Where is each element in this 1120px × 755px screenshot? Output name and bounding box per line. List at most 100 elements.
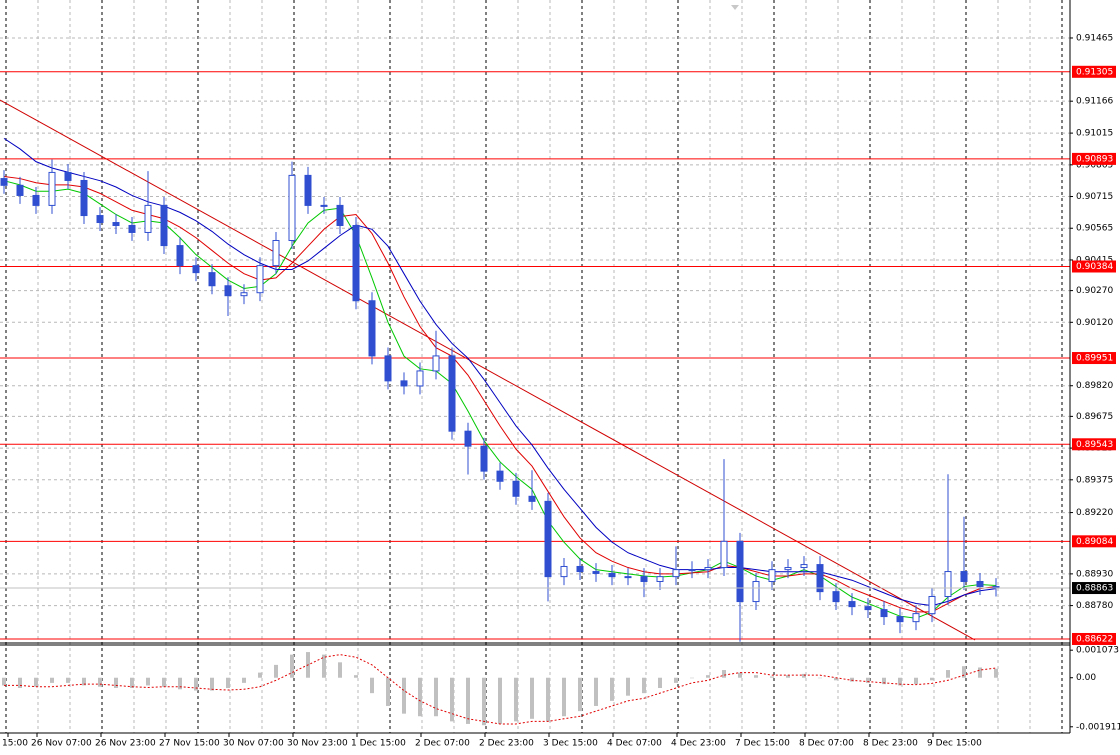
level-tag: 0.89084 [1072, 535, 1116, 548]
y-tick-label: 0.00 [1076, 673, 1096, 683]
osc-signal [4, 654, 997, 725]
x-tick-label: 9 Dec 15:00 [927, 739, 982, 749]
candle-body [560, 565, 568, 578]
y-tick-label: 0.89675 [1076, 412, 1113, 422]
candle-body [256, 265, 264, 294]
osc-bar [386, 677, 390, 706]
level-tag-box [1072, 152, 1116, 165]
candle-body [736, 540, 744, 603]
level-label: 0.91305 [1076, 67, 1113, 77]
candle-body [752, 580, 760, 603]
y-tick-label: 0.90270 [1076, 286, 1113, 296]
candle-body [320, 204, 328, 207]
candle-body [864, 606, 872, 611]
y-tick-label: 0.90565 [1076, 224, 1113, 234]
x-tick-label: 2 Dec 07:00 [415, 739, 470, 749]
candle-body [288, 174, 296, 241]
candle-body [640, 576, 648, 582]
osc-bar [162, 677, 166, 687]
candle-body [624, 576, 632, 579]
osc-bar [546, 677, 550, 722]
level-label: 0.88622 [1076, 634, 1113, 644]
y-tick-label: 0.88930 [1076, 569, 1113, 579]
osc-bar [434, 677, 438, 717]
osc-bar [242, 677, 246, 683]
candle-body [784, 567, 792, 571]
osc-bar [66, 677, 70, 683]
level-tag-box [1072, 352, 1116, 365]
candle-body [352, 224, 360, 302]
x-tick-label: 4 Dec 23:00 [671, 739, 726, 749]
osc-bar [706, 675, 710, 678]
candle-body [944, 571, 952, 597]
osc-bar [322, 654, 326, 678]
candle-body [224, 285, 232, 297]
candle-body [400, 380, 408, 387]
level-label: 0.89084 [1076, 537, 1113, 547]
x-tick-label: 27 Nov 15:00 [159, 739, 220, 749]
osc-bar [738, 672, 742, 678]
candle-body [656, 576, 664, 582]
candle-body [832, 591, 840, 603]
moving-average [3, 180, 997, 619]
candle-body [128, 224, 136, 233]
level-label: 0.89543 [1076, 440, 1113, 450]
osc-bar [338, 662, 342, 678]
x-tick-label: 15:00 [2, 739, 28, 749]
candle-body [160, 204, 168, 247]
osc-bar [130, 677, 134, 688]
osc-bar [418, 677, 422, 717]
level-label: 0.89951 [1076, 354, 1113, 364]
candle-body [384, 355, 392, 382]
osc-bar [978, 667, 982, 678]
osc-bar [2, 677, 6, 686]
level-tag-box [1072, 65, 1116, 78]
candle-body [80, 179, 88, 217]
candle-body [416, 370, 424, 387]
osc-bar [482, 677, 486, 726]
osc-bar [882, 677, 886, 685]
level-tag-box [1072, 260, 1116, 273]
y-tick-label: 0.91166 [1076, 97, 1113, 107]
candle-body [544, 500, 552, 578]
osc-bar [226, 677, 230, 688]
osc-bar [994, 668, 998, 678]
osc-bar [962, 666, 966, 678]
x-tick-label: 3 Dec 15:00 [543, 739, 598, 749]
candle-body [976, 580, 984, 588]
candle-body [816, 564, 824, 593]
candle-body [848, 601, 856, 608]
y-tick-label: 0.89820 [1076, 381, 1113, 391]
osc-bar [610, 677, 614, 701]
level-tag: 0.90384 [1072, 260, 1116, 273]
candle-body [64, 171, 72, 181]
candle-body [592, 571, 600, 574]
candle-body [768, 569, 776, 582]
osc-bar [754, 675, 758, 678]
y-tick-label: 0.89375 [1076, 475, 1113, 485]
osc-bar [274, 664, 278, 678]
osc-bar [98, 677, 102, 687]
osc-bar [770, 676, 774, 678]
candle-body [688, 569, 696, 572]
osc-bar [258, 672, 262, 678]
osc-bar [802, 673, 806, 678]
osc-bar [114, 677, 118, 688]
osc-bar [690, 677, 694, 679]
osc-bar [194, 677, 198, 691]
level-label: 0.90384 [1076, 262, 1113, 272]
osc-bar [82, 677, 86, 686]
candle-body [704, 567, 712, 571]
osc-bar [178, 677, 182, 690]
plot [0, 71, 1070, 726]
x-tick-label: 2 Dec 23:00 [479, 739, 534, 749]
candle-body [448, 355, 456, 432]
osc-bar [722, 670, 726, 678]
osc-bar [946, 670, 950, 678]
candle-body [576, 565, 584, 573]
candle-body [368, 300, 376, 357]
osc-bar [626, 677, 630, 696]
candle-body [192, 265, 200, 274]
moving-average [3, 175, 997, 613]
